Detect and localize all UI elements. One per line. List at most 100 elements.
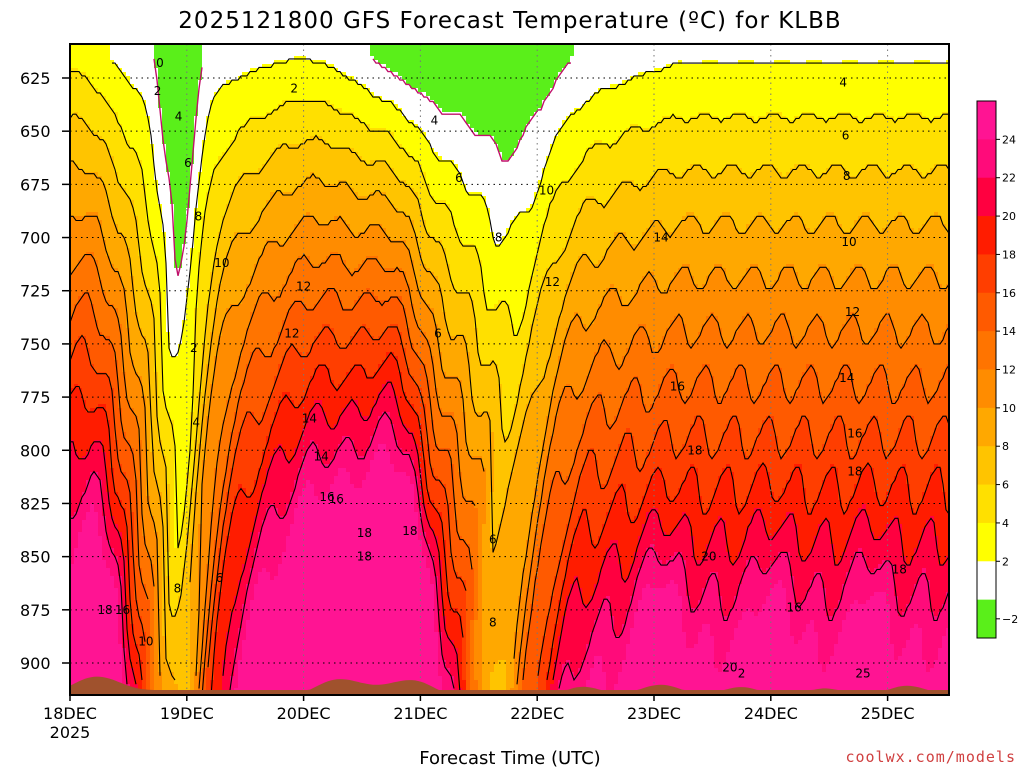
colorbar-bin (977, 408, 996, 447)
contour-label: 2 (154, 84, 162, 98)
x-axis-ticks: 18DEC 19DEC 20DEC 21DEC 22DEC 23DEC 24DEC 25DEC (43, 695, 915, 723)
x-axis-label: Forecast Time (UTC) (419, 748, 600, 768)
contour-label: 6 (184, 156, 192, 170)
colorbar-bin (977, 485, 996, 524)
x-tick-label: 23DEC (627, 704, 681, 723)
x-axis-year: 2025 (50, 723, 91, 742)
y-tick-label: 850 (20, 548, 51, 567)
y-tick-label: 625 (20, 69, 51, 88)
y-tick-label: 650 (20, 122, 51, 141)
contour-label: 16 (670, 379, 685, 393)
contour-label: 4 (431, 114, 439, 128)
colorbar-bin (977, 331, 996, 370)
contour-label: 18 (402, 524, 417, 538)
contour-label: 8 (489, 616, 497, 630)
colorbar-label: 22 (1002, 172, 1016, 185)
y-tick-label: 825 (20, 494, 51, 513)
x-tick-label: 19DEC (160, 704, 214, 723)
colorbar-bin (977, 216, 996, 255)
colorbar-label: 20 (1002, 210, 1016, 223)
colorbar-bin (977, 561, 996, 600)
colorbar-bin (977, 293, 996, 332)
colorbar-label: 8 (1002, 440, 1009, 453)
contour-label: 2 (190, 341, 198, 355)
colorbar-label: 24 (1002, 133, 1016, 146)
contour-label: 16 (319, 490, 334, 504)
colorbar-label: 6 (1002, 479, 1009, 492)
contour-label: 10 (539, 184, 554, 198)
x-tick-label: 18DEC (43, 704, 97, 723)
contour-label: 25 (855, 667, 870, 681)
y-tick-label: 800 (20, 441, 51, 460)
contour-label: 12 (545, 275, 560, 289)
contour-label: 16 (847, 426, 862, 440)
contour-label: 16 (787, 601, 802, 615)
colorbar-bin (977, 446, 996, 485)
y-tick-label: 775 (20, 388, 51, 407)
chart-title: 2025121800 GFS Forecast Temperature (ºC)… (178, 8, 841, 34)
contour-label: 20 (722, 660, 737, 674)
colorbar-bin (977, 139, 996, 178)
x-tick-label: 20DEC (277, 704, 331, 723)
colorbar-label: 16 (1002, 287, 1016, 300)
contour-label: 4 (839, 75, 847, 89)
contour-label: 18 (687, 443, 702, 457)
contour-label: 6 (489, 533, 497, 547)
y-tick-label: 750 (20, 335, 51, 354)
contour-label: 4 (175, 109, 183, 123)
contour-label: 14 (313, 450, 328, 464)
contour-label: 14 (839, 371, 854, 385)
contour-label: 16 (115, 603, 130, 617)
y-tick-label: 875 (20, 601, 51, 620)
contour-label: 4 (192, 416, 200, 430)
y-tick-label: 900 (20, 654, 51, 673)
contour-label: 10 (841, 235, 856, 249)
contour-label: 6 (842, 128, 850, 142)
contour-label: 20 (701, 550, 716, 564)
y-tick-label: 700 (20, 229, 51, 248)
contour-label: 0 (156, 56, 164, 70)
contour-label: 2 (290, 82, 298, 96)
colorbar-label: 10 (1002, 402, 1016, 415)
contour-label: 18 (357, 526, 372, 540)
temperature-cross-section-chart: 2025121800 GFS Forecast Temperature (ºC)… (0, 0, 1024, 768)
colorbar-bin (977, 523, 996, 562)
contour-label: 14 (653, 231, 668, 245)
contour-label: 10 (214, 256, 229, 270)
colorbar-bin (977, 254, 996, 293)
contour-label: 18 (847, 465, 862, 479)
contour-label: 2 (738, 667, 746, 681)
contour-label: 10 (138, 635, 153, 649)
x-tick-label: 24DEC (744, 704, 798, 723)
contour-label: 8 (843, 169, 851, 183)
contour-label: 6 (216, 571, 224, 585)
contour-label: 8 (495, 231, 503, 245)
contour-label: 8 (174, 582, 182, 596)
contour-label: 12 (284, 326, 299, 340)
contour-label: 18 (97, 603, 112, 617)
contour-label: 6 (434, 326, 442, 340)
contour-label: 12 (845, 305, 860, 319)
colorbar-bin (977, 370, 996, 409)
colorbar-label: 14 (1002, 325, 1016, 338)
x-tick-label: 22DEC (510, 704, 564, 723)
colorbar-label: 18 (1002, 248, 1016, 261)
colorbar-label: 2 (1002, 555, 1009, 568)
contour-label: 18 (357, 550, 372, 564)
contour-label: 6 (455, 171, 463, 185)
contour-label: 8 (195, 209, 203, 223)
contour-label: 14 (302, 411, 317, 425)
x-tick-label: 25DEC (861, 704, 915, 723)
contour-label: 12 (296, 279, 311, 293)
colorbar-bin (977, 178, 996, 217)
x-tick-label: 21DEC (393, 704, 447, 723)
colorbar-label: −2 (1002, 613, 1018, 626)
credit-text: coolwx.com/models (845, 748, 1016, 766)
colorbar-bin (977, 101, 996, 140)
contour-label: 18 (892, 562, 907, 576)
colorbar-bin (977, 600, 996, 639)
y-tick-label: 725 (20, 282, 51, 301)
colorbar-label: 12 (1002, 364, 1016, 377)
